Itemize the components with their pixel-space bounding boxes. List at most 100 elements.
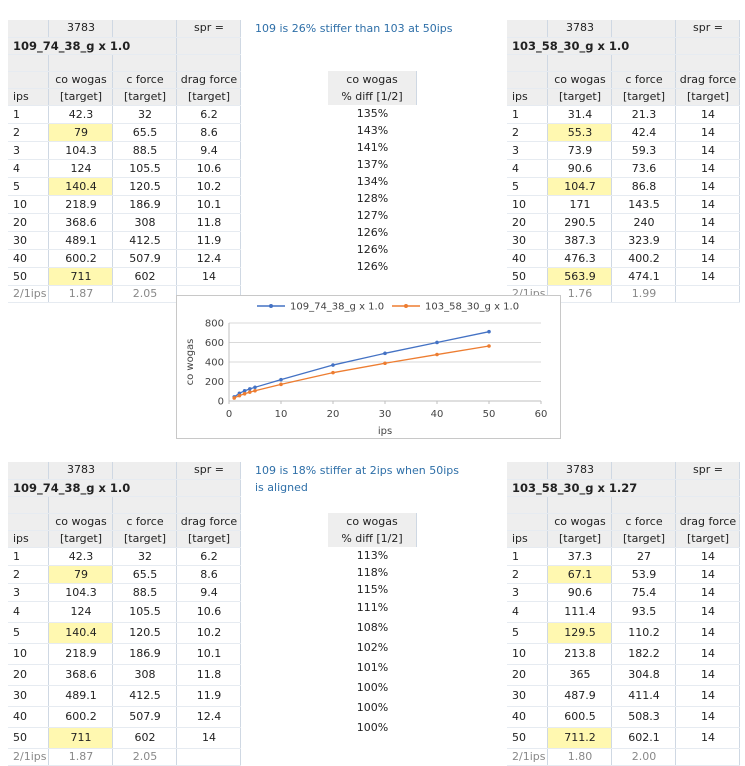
ips-cell[interactable]: 4 — [8, 159, 50, 178]
c-force-cell[interactable]: 105.5 — [112, 159, 178, 178]
c-force-cell[interactable]: 474.1 — [611, 267, 677, 286]
ips-cell[interactable]: 3 — [507, 141, 549, 160]
c-force-cell[interactable]: 308 — [112, 664, 178, 686]
ips-cell[interactable]: 4 — [8, 601, 50, 623]
co-wogas-cell[interactable]: 42.3 — [48, 105, 114, 124]
c-force-cell[interactable]: 411.4 — [611, 685, 677, 707]
c-force-cell[interactable]: 186.9 — [112, 643, 178, 665]
co-wogas-cell[interactable]: 711 — [48, 727, 114, 749]
spr-code-cell[interactable]: 3783 — [547, 462, 613, 480]
drag-force-cell[interactable]: 14 — [675, 727, 741, 749]
drag-force-cell[interactable]: 14 — [675, 177, 741, 196]
co-wogas-cell[interactable]: 140.4 — [48, 622, 114, 644]
drag-force-cell[interactable]: 11.8 — [176, 213, 242, 232]
pct-diff-cell[interactable]: 101% — [356, 661, 389, 674]
c-force-cell[interactable]: 21.3 — [611, 105, 677, 124]
ips-cell[interactable]: 1 — [507, 105, 549, 124]
c-force-cell[interactable]: 42.4 — [611, 123, 677, 142]
pct-diff-cell[interactable]: 128% — [356, 192, 389, 205]
co-wogas-cell[interactable]: 368.6 — [48, 664, 114, 686]
co-wogas-cell[interactable]: 104.7 — [547, 177, 613, 196]
c-force-cell[interactable]: 602 — [112, 267, 178, 286]
drag-force-cell[interactable]: 6.2 — [176, 105, 242, 124]
c-force-cell[interactable]: 73.6 — [611, 159, 677, 178]
ips-cell[interactable]: 10 — [8, 643, 50, 665]
co-wogas-cell[interactable]: 124 — [48, 601, 114, 623]
ips-cell[interactable]: 50 — [8, 267, 50, 286]
co-wogas-cell[interactable]: 31.4 — [547, 105, 613, 124]
ips-cell[interactable]: 20 — [8, 664, 50, 686]
ips-cell[interactable]: 1 — [507, 547, 549, 566]
drag-force-cell[interactable]: 10.1 — [176, 195, 242, 214]
drag-force-cell[interactable]: 11.9 — [176, 231, 242, 250]
ips-cell[interactable]: 2 — [8, 565, 50, 584]
ips-cell[interactable]: 4 — [507, 601, 549, 623]
c-force-cell[interactable]: 412.5 — [112, 231, 178, 250]
co-wogas-cell[interactable]: 55.3 — [547, 123, 613, 142]
pct-diff-cell[interactable]: 126% — [356, 226, 389, 239]
ips-cell[interactable]: 5 — [8, 622, 50, 644]
c-force-cell[interactable]: 32 — [112, 547, 178, 566]
co-wogas-cell[interactable]: 90.6 — [547, 583, 613, 602]
co-wogas-cell[interactable]: 73.9 — [547, 141, 613, 160]
co-wogas-cell[interactable]: 79 — [48, 565, 114, 584]
co-wogas-cell[interactable]: 711.2 — [547, 727, 613, 749]
drag-force-cell[interactable]: 14 — [675, 547, 741, 566]
pct-diff-cell[interactable]: 100% — [356, 681, 389, 694]
co-wogas-cell[interactable]: 111.4 — [547, 601, 613, 623]
drag-force-cell[interactable]: 14 — [675, 706, 741, 728]
c-force-cell[interactable]: 75.4 — [611, 583, 677, 602]
c-force-cell[interactable]: 88.5 — [112, 141, 178, 160]
pct-diff-cell[interactable]: 143% — [356, 124, 389, 137]
c-force-cell[interactable]: 400.2 — [611, 249, 677, 268]
ips-cell[interactable]: 30 — [8, 685, 50, 707]
pct-diff-cell[interactable]: 127% — [356, 209, 389, 222]
ips-cell[interactable]: 1 — [8, 547, 50, 566]
c-force-cell[interactable]: 93.5 — [611, 601, 677, 623]
ips-cell[interactable]: 5 — [507, 177, 549, 196]
co-wogas-cell[interactable]: 368.6 — [48, 213, 114, 232]
drag-force-cell[interactable]: 14 — [675, 141, 741, 160]
drag-force-cell[interactable]: 11.8 — [176, 664, 242, 686]
co-wogas-cell[interactable]: 489.1 — [48, 231, 114, 250]
c-force-cell[interactable]: 65.5 — [112, 565, 178, 584]
drag-force-cell[interactable]: 6.2 — [176, 547, 242, 566]
ips-cell[interactable]: 2 — [8, 123, 50, 142]
drag-force-cell[interactable]: 14 — [675, 105, 741, 124]
c-force-cell[interactable]: 105.5 — [112, 601, 178, 623]
ips-cell[interactable]: 2 — [507, 123, 549, 142]
c-force-cell[interactable]: 32 — [112, 105, 178, 124]
pct-diff-cell[interactable]: 100% — [356, 721, 389, 734]
co-wogas-cell[interactable]: 218.9 — [48, 643, 114, 665]
drag-force-cell[interactable]: 14 — [675, 231, 741, 250]
ips-cell[interactable]: 40 — [8, 706, 50, 728]
co-wogas-cell[interactable]: 365 — [547, 664, 613, 686]
drag-force-cell[interactable]: 10.2 — [176, 622, 242, 644]
drag-force-cell[interactable]: 14 — [675, 664, 741, 686]
ips-cell[interactable]: 10 — [507, 643, 549, 665]
drag-force-cell[interactable]: 14 — [675, 249, 741, 268]
ips-cell[interactable]: 50 — [507, 267, 549, 286]
c-force-cell[interactable]: 508.3 — [611, 706, 677, 728]
ips-cell[interactable]: 3 — [8, 583, 50, 602]
co-wogas-cell[interactable]: 387.3 — [547, 231, 613, 250]
drag-force-cell[interactable]: 14 — [675, 123, 741, 142]
drag-force-cell[interactable]: 14 — [675, 685, 741, 707]
drag-force-cell[interactable]: 12.4 — [176, 249, 242, 268]
pct-diff-cell[interactable]: 126% — [356, 260, 389, 273]
c-force-cell[interactable]: 120.5 — [112, 622, 178, 644]
pct-diff-cell[interactable]: 126% — [356, 243, 389, 256]
c-force-cell[interactable]: 53.9 — [611, 565, 677, 584]
drag-force-cell[interactable]: 10.1 — [176, 643, 242, 665]
pct-diff-cell[interactable]: 134% — [356, 175, 389, 188]
drag-force-cell[interactable]: 8.6 — [176, 123, 242, 142]
ips-cell[interactable]: 4 — [507, 159, 549, 178]
ips-cell[interactable]: 10 — [507, 195, 549, 214]
co-wogas-cell[interactable]: 600.2 — [48, 249, 114, 268]
c-force-cell[interactable]: 120.5 — [112, 177, 178, 196]
ips-cell[interactable]: 50 — [507, 727, 549, 749]
c-force-cell[interactable]: 86.8 — [611, 177, 677, 196]
ips-cell[interactable]: 20 — [8, 213, 50, 232]
co-wogas-cell[interactable]: 600.2 — [48, 706, 114, 728]
spr-code-cell[interactable]: 3783 — [48, 20, 114, 38]
